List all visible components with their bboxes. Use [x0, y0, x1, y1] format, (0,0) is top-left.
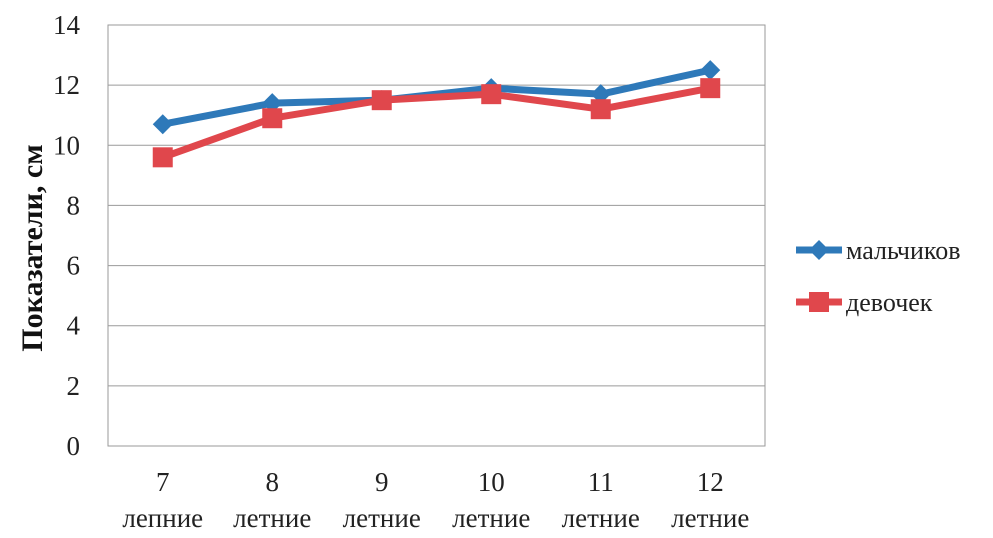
plot-area-frame: [107, 24, 766, 447]
gridlines: [108, 24, 765, 447]
y-axis-label: Показатели, см: [16, 144, 49, 351]
data-point: [262, 93, 283, 114]
data-point: [590, 84, 611, 105]
x-tick-label-word: летние: [233, 503, 311, 533]
y-tick-label: 10: [53, 130, 80, 160]
x-tick-label-word: летние: [562, 503, 640, 533]
data-point: [262, 108, 283, 129]
series-line: [161, 84, 711, 161]
data-point: [590, 99, 611, 120]
y-tick-label: 8: [67, 190, 81, 220]
series-layer: [152, 60, 721, 168]
x-tick-label-number: 11: [588, 467, 614, 497]
legend-label: девочек: [846, 288, 933, 317]
x-tick-label-number: 9: [375, 467, 389, 497]
x-tick-label-number: 10: [478, 467, 505, 497]
data-point: [700, 60, 721, 81]
y-tick-label: 4: [67, 311, 81, 341]
legend: мальчиков девочек: [796, 236, 960, 317]
legend-item: мальчиков: [796, 236, 960, 265]
x-tick-label-word: лепние: [122, 503, 203, 533]
legend-marker: [809, 240, 829, 260]
data-point: [700, 78, 721, 99]
x-axis-ticks: 7 лепние 8 летние 9 летние 10 летние 11 летние 12 л…: [122, 467, 749, 533]
x-tick-label-number: 8: [266, 467, 280, 497]
x-tick-label-number: 7: [156, 467, 170, 497]
x-tick-label-word: летние: [343, 503, 421, 533]
series-girls: [152, 78, 721, 168]
y-tick-label: 6: [67, 251, 81, 281]
y-tick-label: 2: [67, 371, 81, 401]
x-tick-label-word: летние: [452, 503, 530, 533]
legend-marker: [809, 292, 829, 312]
y-axis-ticks: 0 2 4 6 8 10 12 14: [53, 10, 81, 461]
data-point: [152, 114, 173, 135]
x-tick-label-number: 12: [697, 467, 724, 497]
legend-label: мальчиков: [846, 236, 960, 265]
data-point: [481, 84, 502, 105]
x-tick-label-word: летние: [671, 503, 749, 533]
data-point: [152, 147, 173, 168]
data-point: [371, 90, 392, 111]
y-tick-label: 12: [53, 70, 80, 100]
y-tick-label: 14: [53, 10, 81, 40]
y-tick-label: 0: [67, 431, 81, 461]
legend-item: девочек: [796, 288, 933, 317]
